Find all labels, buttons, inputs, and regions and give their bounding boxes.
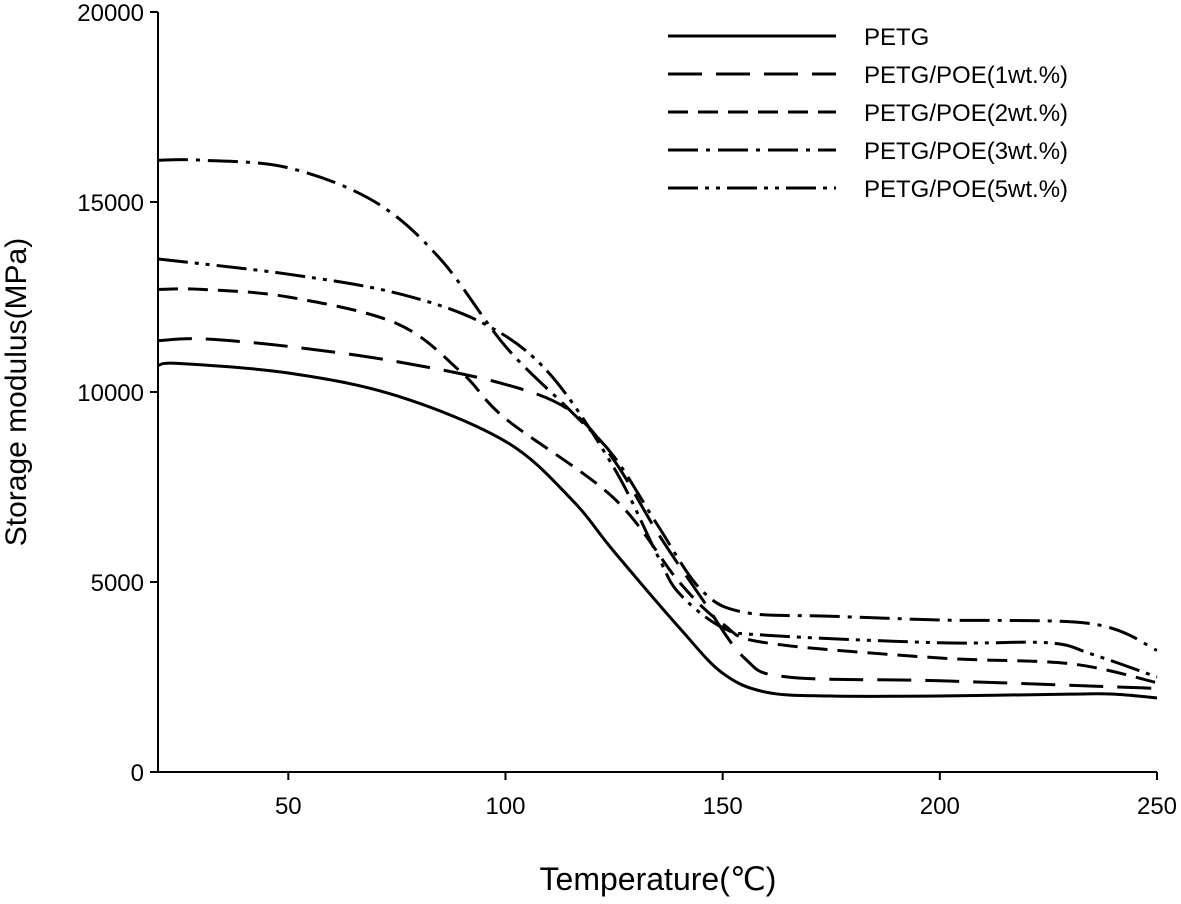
series-line-1 bbox=[157, 337, 1158, 690]
series-line-4 bbox=[157, 257, 1158, 679]
x-tick-label: 100 bbox=[485, 793, 525, 820]
legend-label-4: PETG/POE(5wt.%) bbox=[864, 176, 1068, 203]
legend-label-2: PETG/POE(2wt.%) bbox=[864, 100, 1068, 127]
y-tick-label: 5000 bbox=[91, 570, 144, 597]
x-axis-label: Temperature(℃) bbox=[540, 861, 777, 897]
x-tick-label: 50 bbox=[275, 793, 302, 820]
y-tick-label: 0 bbox=[131, 760, 144, 787]
y-axis-label: Storage modulus(MPa) bbox=[0, 238, 33, 546]
legend-label-3: PETG/POE(3wt.%) bbox=[864, 138, 1068, 165]
x-tick-label: 200 bbox=[920, 793, 960, 820]
series-line-0 bbox=[157, 361, 1158, 700]
y-tick-label: 10000 bbox=[77, 380, 144, 407]
x-tick-label: 250 bbox=[1137, 793, 1177, 820]
series-line-3 bbox=[157, 158, 1158, 652]
x-tick-label: 150 bbox=[703, 793, 743, 820]
y-tick-label: 15000 bbox=[77, 190, 144, 217]
series-line-2 bbox=[157, 287, 1158, 685]
y-tick-label: 20000 bbox=[77, 0, 144, 27]
legend-label-0: PETG bbox=[864, 24, 929, 51]
legend-label-1: PETG/POE(1wt.%) bbox=[864, 62, 1068, 89]
